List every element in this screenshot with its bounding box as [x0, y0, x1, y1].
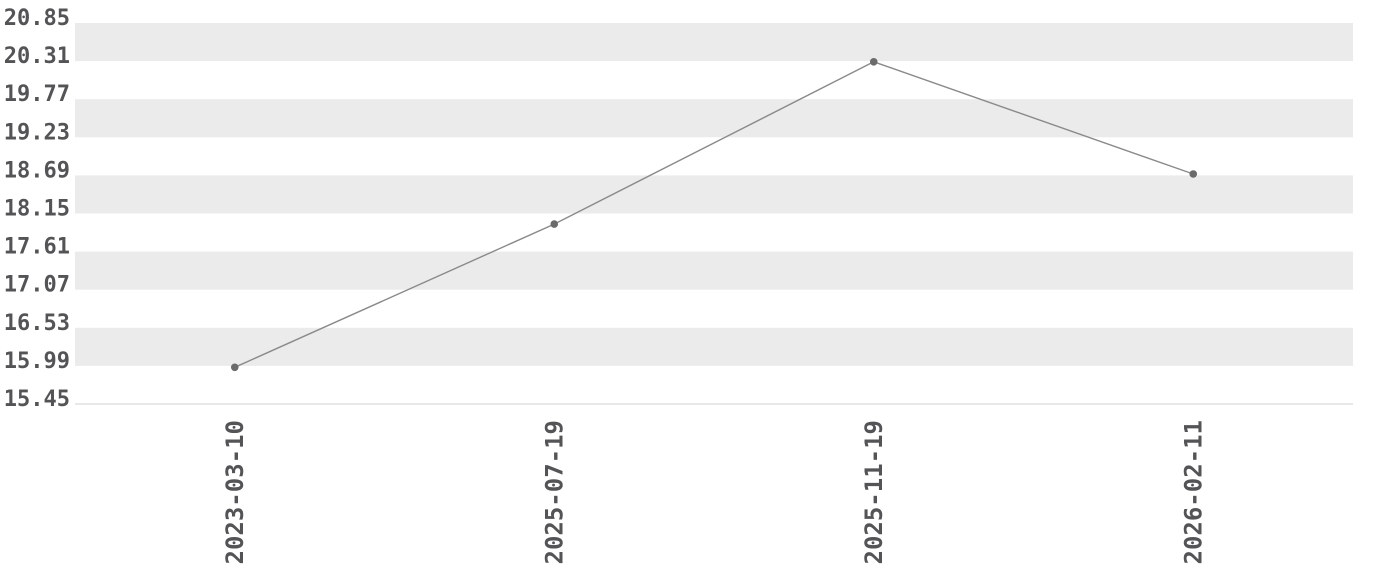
y-tick-label: 19.23 — [4, 120, 70, 145]
y-tick-label: 18.15 — [4, 197, 70, 222]
y-tick-label: 15.45 — [4, 387, 70, 412]
grid-band — [75, 251, 1353, 290]
data-point — [230, 363, 239, 372]
x-tick-label: 2026-02-11 — [1179, 420, 1207, 565]
grid-band — [75, 99, 1353, 138]
grid-band — [75, 23, 1353, 62]
data-point — [550, 220, 559, 228]
data-point — [1189, 170, 1198, 178]
x-tick-label: 2025-11-19 — [860, 420, 888, 565]
data-line — [234, 61, 1194, 368]
y-tick-label: 20.31 — [4, 44, 70, 69]
y-tick-label: 17.61 — [4, 235, 70, 260]
grid-band — [75, 175, 1353, 214]
y-tick-label: 19.77 — [4, 82, 70, 107]
y-tick-label: 16.53 — [4, 311, 70, 336]
y-tick-label: 20.85 — [4, 6, 70, 31]
y-tick-label: 18.69 — [4, 158, 70, 183]
y-tick-label: 17.07 — [4, 273, 70, 298]
data-point — [869, 58, 878, 66]
y-tick-label: 15.99 — [4, 349, 70, 374]
x-tick-label: 2025-07-19 — [540, 420, 568, 565]
x-tick-label: 2023-03-10 — [221, 420, 249, 565]
grid-band — [75, 327, 1353, 366]
